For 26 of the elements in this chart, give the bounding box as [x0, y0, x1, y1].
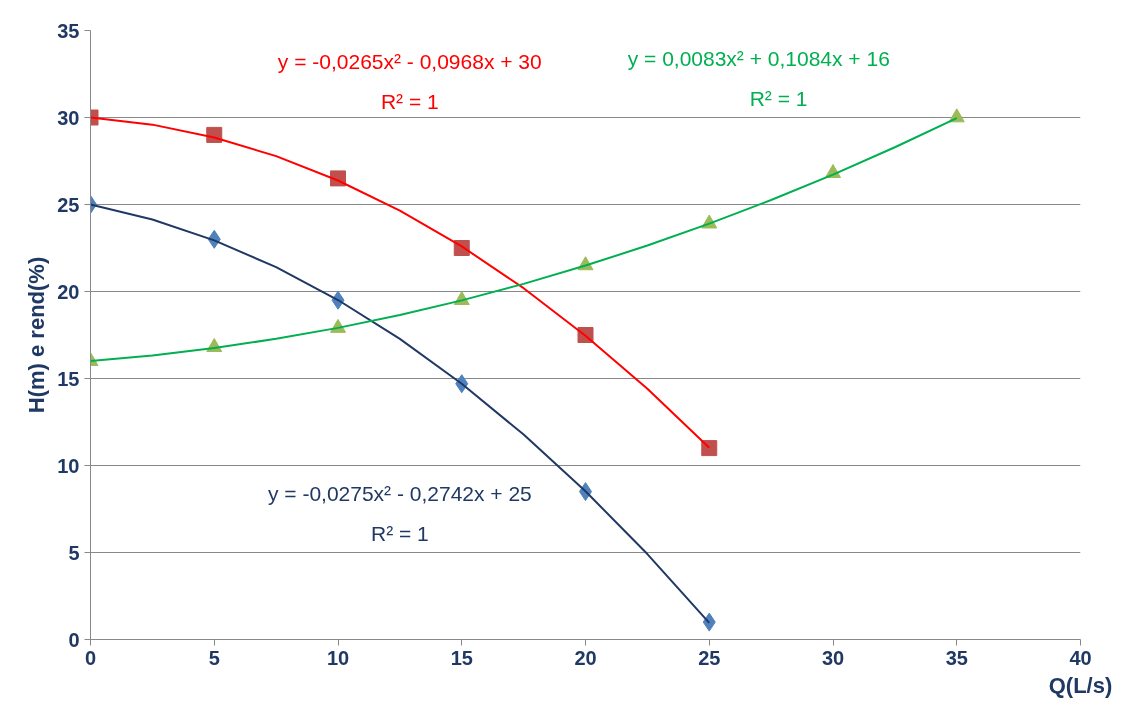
- x-tick-label: 0: [84, 646, 97, 669]
- annotation: y = 0,0083x² + 0,1084x + 16: [627, 46, 890, 70]
- y-tick-label: 15: [57, 367, 80, 390]
- x-tick-label: 40: [1069, 646, 1092, 669]
- x-tick-label: 20: [574, 646, 597, 669]
- y-tick-label: 20: [57, 280, 80, 303]
- annotation: y = -0,0265x² - 0,0968x + 30: [277, 50, 542, 74]
- y-tick-label: 35: [57, 19, 80, 42]
- x-tick-label: 30: [821, 646, 845, 669]
- annotation: R² = 1: [380, 90, 439, 114]
- x-tick-label: 25: [698, 646, 721, 669]
- y-tick-label: 5: [68, 541, 80, 564]
- annotation: R² = 1: [749, 86, 808, 110]
- y-axis-title: H(m) e rend(%): [24, 256, 50, 414]
- x-tick-label: 15: [450, 646, 473, 669]
- x-axis-title: Q(L/s): [1048, 672, 1113, 698]
- x-tick-label: 5: [208, 646, 220, 669]
- x-tick-label: 35: [945, 646, 968, 669]
- y-tick-label: 10: [57, 454, 80, 477]
- annotation: y = -0,0275x² - 0,2742x + 25: [267, 481, 532, 505]
- y-tick-label: 30: [57, 106, 80, 129]
- point: [701, 440, 718, 457]
- annotation: R² = 1: [370, 521, 429, 545]
- x-tick-label: 10: [326, 646, 350, 669]
- y-tick-label: 0: [68, 628, 80, 651]
- y-tick-label: 25: [57, 193, 80, 216]
